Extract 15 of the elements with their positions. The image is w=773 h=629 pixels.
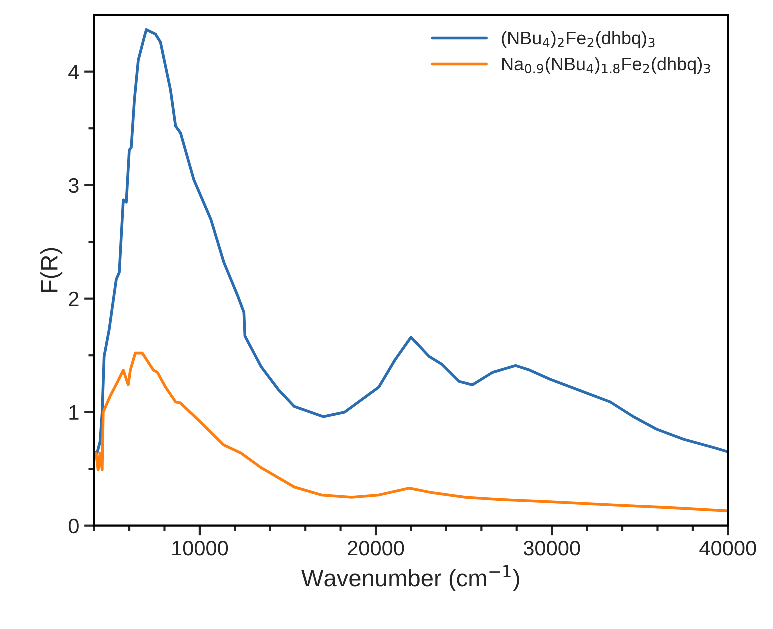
- y-tick-label: 3: [68, 178, 79, 194]
- x-axis-title: Wavenumber (cm$^{−1}$): [302, 565, 520, 592]
- y-axis-title: F(R): [40, 248, 63, 292]
- x-tick-label: 20000: [348, 540, 404, 556]
- line-series: [94, 352, 728, 512]
- legend-label: (NBu$_{4}$)$_{2}$Fe$_{2}$(dhbq)$_{3}$: [502, 31, 655, 48]
- x-tick-label: 30000: [524, 540, 580, 556]
- y-tick-label: 0: [68, 518, 79, 534]
- y-tick-label: 2: [69, 292, 79, 306]
- text: Na$_{0.9}$(NBu$_{4}$)$_{1.8}$Fe$_{2}$(dhbq)$_{3}$: [502, 57, 710, 74]
- line-series: [94, 28, 728, 455]
- x-tick-label: 40000: [700, 540, 756, 556]
- y-tick-label: 4: [68, 65, 80, 80]
- x-tick-label: 10000: [172, 540, 228, 556]
- y-tick-label: 1: [70, 406, 79, 420]
